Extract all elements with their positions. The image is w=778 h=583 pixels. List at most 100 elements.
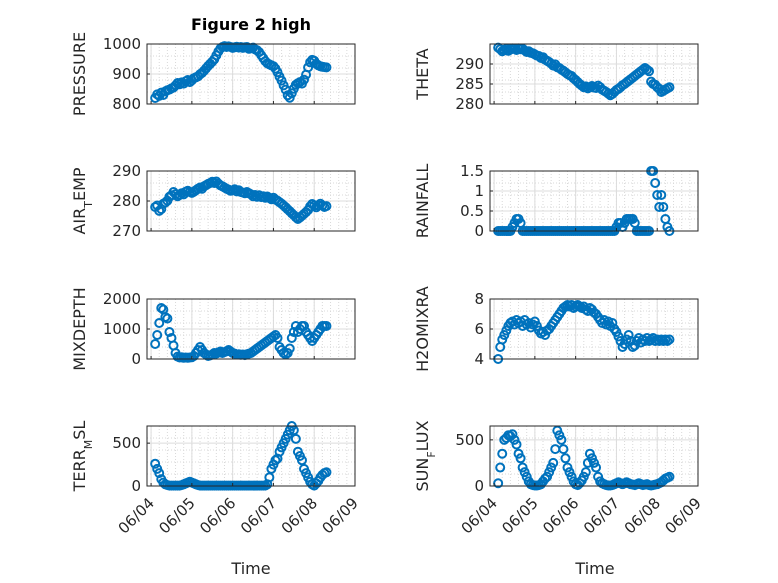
axes-box (489, 170, 699, 232)
data-point (566, 471, 577, 482)
y-tick-label: 500 (112, 434, 141, 452)
data-point (650, 178, 661, 188)
data-point (556, 434, 567, 445)
data-point (154, 205, 165, 216)
y-axis-label-subscript: T (82, 201, 95, 209)
data-point (623, 330, 634, 340)
y-tick-label: 290 (112, 162, 141, 180)
data-point (272, 333, 283, 343)
data-point (264, 472, 275, 483)
data-point (154, 468, 165, 479)
x-tick-label: 06/04 (115, 494, 158, 537)
axes-box (146, 170, 356, 232)
data-point (321, 467, 332, 478)
y-axis-label-suffix: EMP (70, 167, 89, 201)
data-point (642, 64, 653, 75)
y-axis-label: MIXDEPTH (70, 287, 89, 370)
data-point (495, 462, 506, 473)
y-tick-label: 1 (474, 182, 484, 200)
data-point (560, 453, 571, 464)
y-axis-label-main: MIXDEPTH (70, 287, 89, 370)
data-point (558, 444, 569, 455)
y-tick-label: 270 (112, 222, 141, 240)
data-point (578, 471, 589, 482)
y-tick-label: 4 (474, 350, 484, 368)
y-tick-label: 6 (474, 320, 484, 338)
data-point (299, 321, 310, 331)
y-axis-label-suffix: LUX (413, 420, 432, 451)
y-axis-label-subscript: F (425, 451, 438, 457)
data-point (270, 455, 281, 466)
x-tick-label: 06/04 (458, 494, 501, 537)
data-point (521, 471, 532, 482)
data-point (584, 448, 595, 459)
axes-box (489, 298, 699, 360)
subplot-5: 0 1000 2000 MIXDEPTH (70, 287, 356, 371)
y-tick-label: 800 (112, 95, 141, 113)
y-tick-label: 2000 (103, 290, 141, 308)
data-point (546, 462, 557, 473)
figure-title: Figure 2 high (191, 15, 311, 34)
y-tick-label: 8 (474, 290, 484, 308)
x-tick-label: 06/09 (662, 494, 705, 537)
subplot-2: 280 285 290 THETA (413, 42, 699, 113)
x-tick-label: 06/05 (155, 494, 198, 537)
data-point (276, 75, 287, 86)
y-tick-label: 500 (455, 431, 484, 449)
axes-box (146, 425, 356, 487)
data-point (564, 467, 575, 478)
data-point (154, 318, 165, 328)
data-point (290, 433, 301, 444)
y-tick-label: 0 (131, 350, 141, 368)
y-tick-label: 285 (455, 75, 484, 93)
data-point (152, 330, 163, 340)
x-tick-label: 06/05 (498, 494, 541, 537)
y-tick-label: 280 (455, 95, 484, 113)
y-axis-label-main: AIR (70, 208, 89, 235)
x-tick-label: 06/08 (278, 494, 321, 537)
data-point (542, 471, 553, 482)
y-axis-label-main: THETA (413, 48, 432, 100)
y-axis-label-main: TERR (70, 449, 89, 492)
subplot-4: 0 0.5 1 1.5 RAINFALL (413, 162, 699, 240)
x-axis-label-right: Time (574, 559, 614, 578)
data-point (162, 313, 173, 324)
y-axis-label: THETA (413, 48, 432, 100)
y-tick-label: 0 (474, 477, 484, 495)
subplot-1: 800 900 1000 PRESSURE (70, 32, 356, 116)
x-tick-label: 06/06 (196, 494, 239, 537)
data-point (299, 74, 310, 85)
data-point (321, 321, 332, 331)
subplot-6: 4 6 8 H2OMIXRA (413, 286, 699, 372)
y-tick-label: 0 (474, 222, 484, 240)
y-axis-label-suffix: SL (70, 421, 89, 440)
y-axis-label: H2OMIXRA (413, 286, 432, 372)
data-point (513, 448, 524, 459)
y-tick-label: 0.5 (460, 202, 484, 220)
y-axis-label: PRESSURE (70, 32, 89, 116)
x-axis-label-left: Time (230, 559, 270, 578)
y-axis-label: TERRMSL (70, 421, 95, 493)
y-tick-label: 900 (112, 65, 141, 83)
y-axis-label-main: PRESSURE (70, 32, 89, 116)
y-tick-label: 0 (131, 477, 141, 495)
x-tick-label: 06/07 (237, 494, 280, 537)
data-point (552, 425, 563, 436)
data-point (150, 339, 161, 349)
x-tick-label: 06/06 (539, 494, 582, 537)
data-point (664, 334, 675, 345)
data-point (519, 467, 530, 478)
axes-box (146, 43, 356, 105)
data-point (580, 467, 591, 478)
data-point (637, 64, 648, 75)
data-point (664, 82, 675, 93)
data-point (321, 201, 332, 212)
data-point (509, 434, 520, 445)
y-axis-label: SUNFLUX (413, 420, 438, 491)
data-point (164, 327, 175, 337)
y-axis-label-main: H2OMIXRA (413, 286, 432, 372)
data-point (664, 471, 675, 482)
data-point (591, 83, 602, 93)
